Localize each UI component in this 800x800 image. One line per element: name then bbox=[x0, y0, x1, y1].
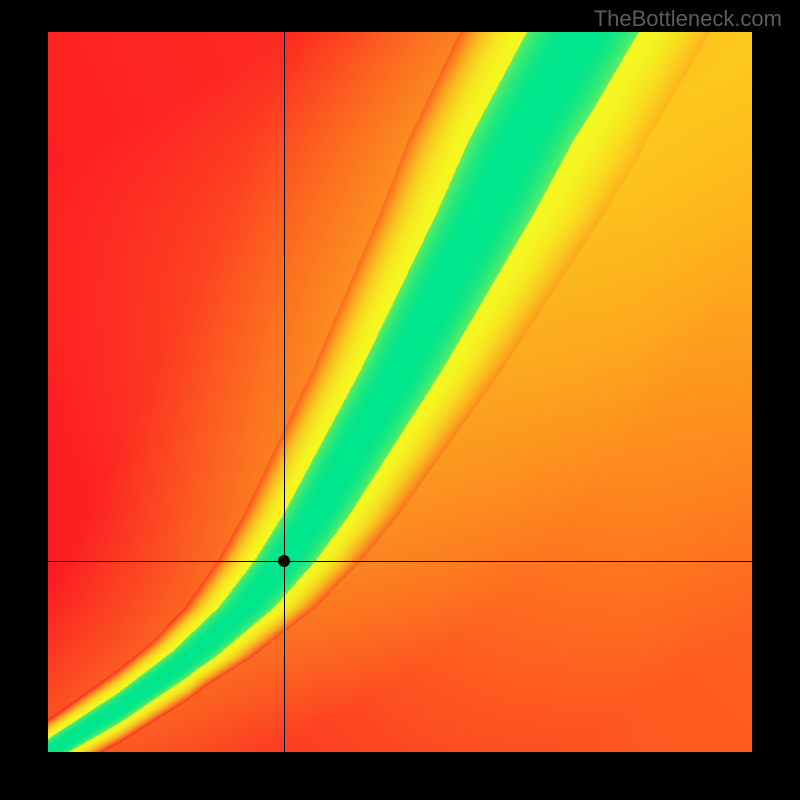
marker-point bbox=[278, 555, 290, 567]
watermark-text: TheBottleneck.com bbox=[594, 6, 782, 32]
crosshair-vertical bbox=[284, 32, 285, 752]
heatmap-plot bbox=[48, 32, 752, 752]
crosshair-horizontal bbox=[48, 561, 752, 562]
heatmap-canvas bbox=[48, 32, 752, 752]
